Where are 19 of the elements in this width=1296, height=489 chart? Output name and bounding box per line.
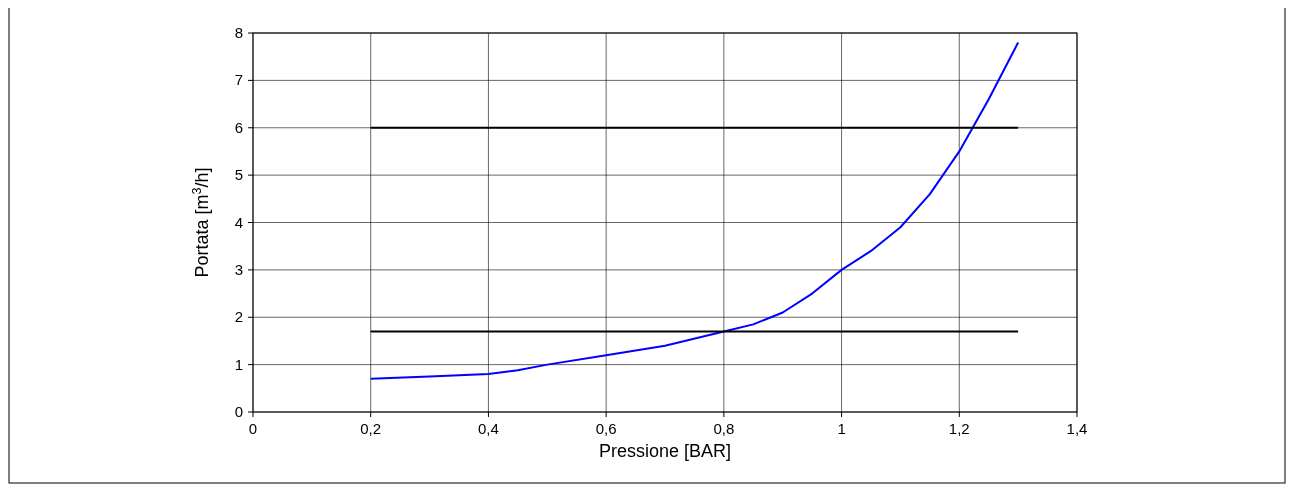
y-tick-label: 4: [234, 213, 243, 231]
line-series: [369, 41, 1020, 380]
x-axis-title: Pressione [BAR]: [598, 441, 732, 461]
y-tick-label: 0: [234, 403, 243, 420]
x-tick-label: 0,4: [478, 420, 499, 437]
x-tick-label: 0,6: [595, 420, 617, 437]
y-tick-label: 3: [234, 260, 243, 278]
y-tick-label: 6: [234, 118, 243, 136]
y-tick-label: 1: [234, 355, 243, 373]
x-tick-label: 0,2: [360, 420, 382, 437]
x-tick-label: 0,8: [713, 420, 735, 437]
y-tick-label: 5: [234, 166, 243, 184]
y-tick-label: 8: [234, 24, 243, 41]
x-tick-label: 1,2: [948, 420, 970, 437]
x-tick-label: 1,4: [1066, 420, 1088, 437]
x-tick-label: 0: [248, 420, 258, 437]
y-tick-label: 7: [234, 71, 243, 89]
y-tick-label: 2: [234, 308, 243, 326]
x-tick-label: 1: [837, 420, 846, 437]
